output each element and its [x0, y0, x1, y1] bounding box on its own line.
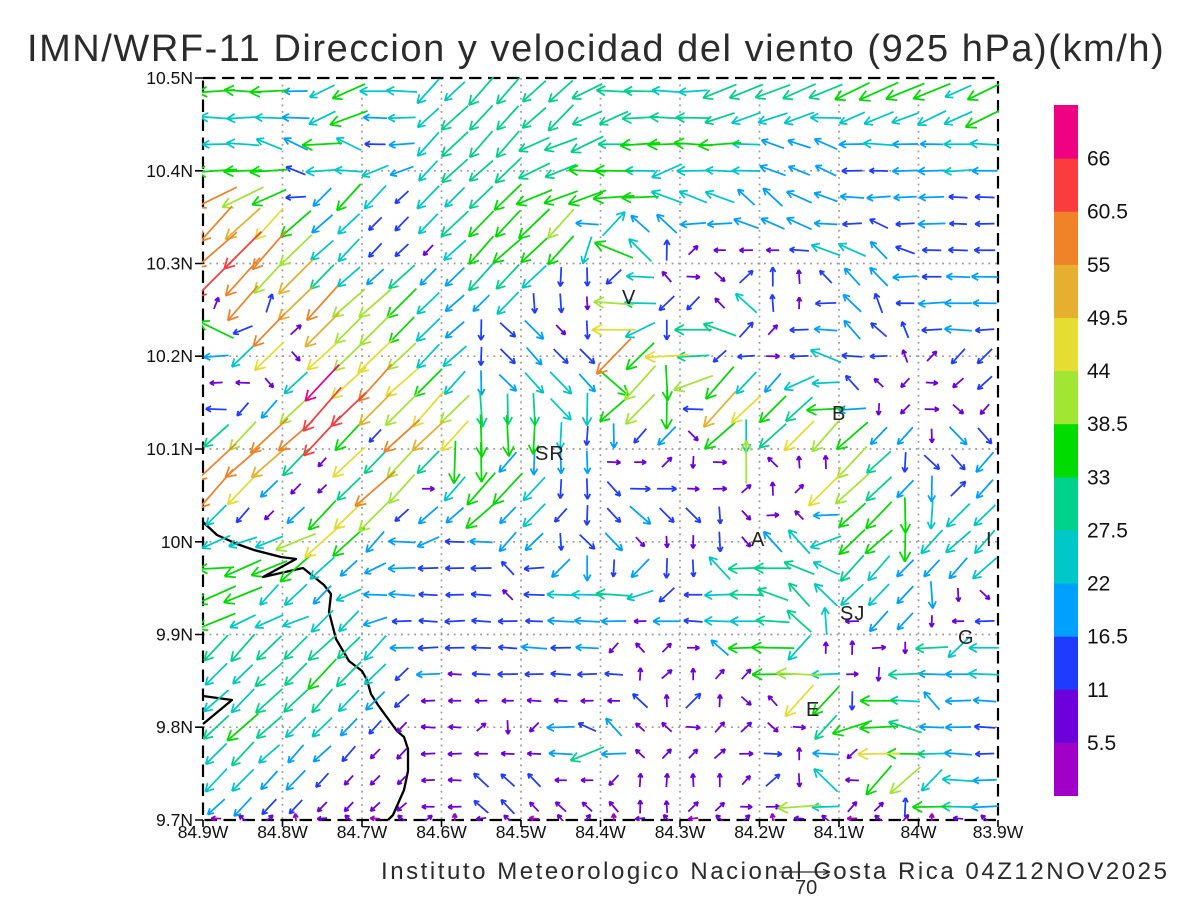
- svg-text:10.5N: 10.5N: [146, 68, 193, 88]
- svg-text:SJ: SJ: [840, 603, 865, 625]
- svg-text:55: 55: [1087, 254, 1110, 277]
- svg-text:84.3W: 84.3W: [655, 822, 706, 842]
- svg-text:27.5: 27.5: [1087, 519, 1128, 542]
- svg-text:10.1N: 10.1N: [146, 439, 193, 459]
- svg-text:5.5: 5.5: [1087, 732, 1116, 755]
- svg-text:16.5: 16.5: [1087, 626, 1128, 649]
- svg-text:9.8N: 9.8N: [156, 717, 193, 737]
- svg-text:E: E: [806, 699, 820, 721]
- svg-text:84.7W: 84.7W: [337, 822, 388, 842]
- svg-text:10.3N: 10.3N: [146, 254, 193, 274]
- svg-text:84.4W: 84.4W: [575, 822, 626, 842]
- svg-text:66: 66: [1087, 148, 1110, 171]
- svg-text:84.2W: 84.2W: [734, 822, 785, 842]
- svg-text:84.1W: 84.1W: [814, 822, 865, 842]
- svg-text:11: 11: [1087, 679, 1109, 702]
- svg-text:70: 70: [795, 877, 817, 899]
- svg-text:84.5W: 84.5W: [496, 822, 547, 842]
- svg-text:84W: 84W: [901, 822, 937, 842]
- svg-text:84.9W: 84.9W: [178, 822, 229, 842]
- svg-text:10N: 10N: [161, 532, 193, 552]
- svg-text:33: 33: [1087, 466, 1110, 489]
- svg-text:84.8W: 84.8W: [257, 822, 308, 842]
- svg-text:9.7N: 9.7N: [156, 810, 193, 830]
- svg-text:Instituto Meteorologico Nacion: Instituto Meteorologico Nacional Costa R…: [381, 858, 1169, 885]
- svg-text:V: V: [622, 287, 636, 309]
- svg-text:38.5: 38.5: [1087, 413, 1128, 436]
- svg-text:49.5: 49.5: [1087, 307, 1128, 330]
- svg-text:G: G: [958, 627, 975, 649]
- svg-text:83.9W: 83.9W: [973, 822, 1024, 842]
- svg-text:44: 44: [1087, 360, 1111, 383]
- svg-text:SR: SR: [535, 443, 565, 465]
- svg-text:A: A: [751, 529, 765, 551]
- svg-text:9.9N: 9.9N: [156, 625, 193, 645]
- svg-text:10.2N: 10.2N: [146, 346, 193, 366]
- svg-text:22: 22: [1087, 573, 1110, 596]
- svg-text:60.5: 60.5: [1087, 201, 1128, 224]
- svg-text:I: I: [986, 529, 993, 551]
- svg-text:B: B: [832, 403, 846, 425]
- svg-text:84.6W: 84.6W: [416, 822, 467, 842]
- svg-text:10.4N: 10.4N: [146, 161, 193, 181]
- svg-text:IMN/WRF-11 Direccion y velocid: IMN/WRF-11 Direccion y velocidad del vie…: [27, 28, 1165, 70]
